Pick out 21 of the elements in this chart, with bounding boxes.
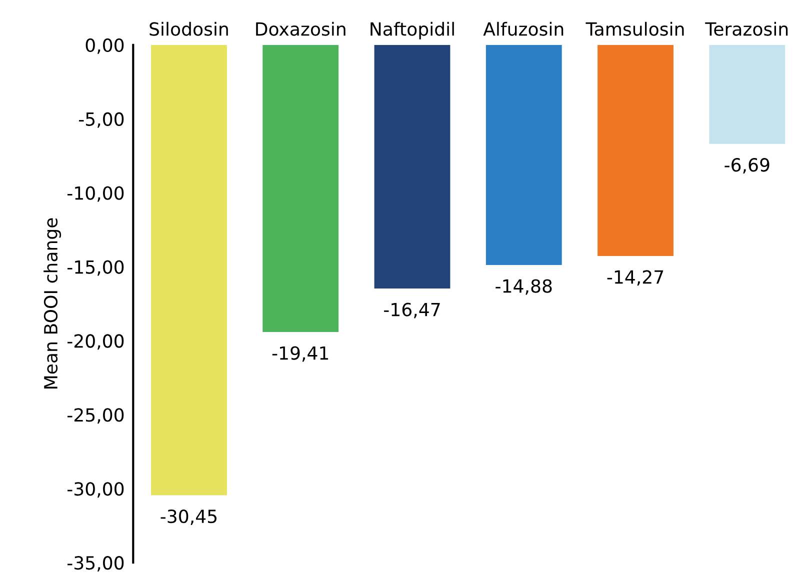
x-tick-label: Doxazosin (256, 22, 346, 36)
data-label: -6,69 (724, 158, 770, 174)
y-axis-title: Mean BOOI change (44, 218, 62, 388)
y-tick-label: -35,00 (68, 556, 124, 572)
data-label: -19,41 (272, 346, 328, 362)
data-label: -14,27 (607, 270, 664, 286)
x-tick-label: Silodosin (150, 22, 228, 36)
y-tick-label: -5,00 (78, 112, 124, 128)
x-tick-label: Tamsulosin (586, 22, 684, 36)
y-tick-label: -10,00 (68, 186, 124, 202)
y-tick-label: -20,00 (68, 334, 124, 350)
x-tick-label: Terazosin (705, 22, 788, 36)
y-tick-label: -30,00 (68, 482, 124, 498)
y-tick-label: -25,00 (68, 408, 124, 424)
y-tick-label: -15,00 (68, 260, 124, 276)
data-label: -14,88 (496, 279, 552, 295)
x-tick-label: Alfuzosin (483, 22, 564, 36)
x-tick-label: Naftopidil (370, 22, 454, 40)
y-tick-label: 0,00 (86, 38, 124, 54)
data-label: -30,45 (160, 510, 216, 525)
data-label: -16,47 (384, 302, 440, 318)
